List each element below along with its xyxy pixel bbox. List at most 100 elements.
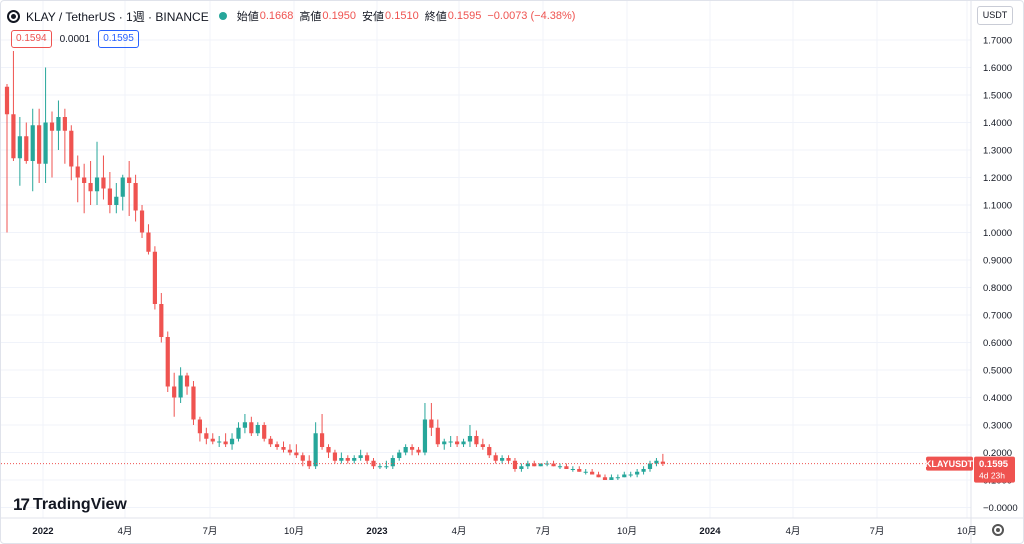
currency-selector[interactable]: USDT — [977, 6, 1013, 25]
candle-body — [178, 375, 183, 398]
candle-body — [82, 177, 87, 183]
candle-body — [525, 463, 530, 467]
y-tick-label: 0.7000 — [983, 311, 1012, 322]
candle-body — [307, 460, 312, 467]
candle-body — [4, 86, 10, 115]
candle-body — [641, 469, 646, 472]
x-tick-label: 2023 — [366, 526, 387, 537]
quote-tags: 0.1594 0.0001 0.1595 — [11, 30, 139, 48]
candle-body — [519, 466, 524, 469]
candle-body — [628, 474, 633, 476]
tradingview-logo[interactable]: 17 TradingView — [13, 495, 127, 515]
x-tick-label: 7月 — [536, 526, 551, 537]
y-tick-label: 0.2000 — [983, 448, 1012, 459]
open-label: 始値 — [236, 11, 259, 23]
candle-body — [152, 251, 157, 304]
candle-body — [165, 337, 170, 387]
candle-body — [268, 438, 273, 445]
candle-body — [551, 463, 556, 467]
candle-body — [384, 466, 389, 468]
candle-body — [210, 438, 215, 442]
candle-body — [294, 452, 299, 456]
ask-price-button[interactable]: 0.1595 — [98, 30, 139, 48]
symbol-tag-label: KLAYUSDT — [925, 459, 974, 469]
y-tick-label: 1.2000 — [983, 173, 1012, 184]
x-tick-label: 4月 — [786, 526, 801, 537]
candle-body — [654, 460, 659, 464]
candle-body — [403, 447, 408, 453]
candle-body — [88, 183, 93, 192]
open-value: 0.1668 — [259, 10, 294, 22]
candle-body — [242, 422, 248, 428]
close-label: 終値 — [424, 11, 447, 23]
y-tick-label: 1.3000 — [983, 146, 1012, 157]
candle-body — [557, 466, 563, 468]
candle-body — [422, 419, 428, 453]
y-tick-label: −0.0000 — [983, 503, 1018, 514]
candle-body — [326, 447, 331, 453]
y-tick-label: 1.5000 — [983, 91, 1012, 102]
candle-body — [660, 461, 665, 464]
candle-body — [583, 471, 588, 473]
y-tick-label: 1.4000 — [983, 118, 1012, 129]
symbol-title[interactable]: KLAY / TetherUS · 1週 · BINANCE — [26, 9, 209, 24]
y-tick-label: 1.1000 — [983, 201, 1012, 212]
y-tick-label: 0.5000 — [983, 366, 1012, 377]
high-value: 0.1950 — [322, 10, 357, 22]
close-value: 0.1595 — [447, 10, 482, 22]
candle-body — [602, 477, 608, 480]
candle-body — [101, 177, 106, 189]
x-tick-label: 10月 — [957, 526, 977, 537]
tradingview-mark-icon: 17 — [13, 495, 30, 514]
candle-body — [159, 304, 164, 337]
candle-body — [332, 452, 338, 461]
y-tick-label: 1.0000 — [983, 228, 1012, 239]
x-tick-label: 10月 — [284, 526, 304, 537]
y-tick-label: 0.8000 — [983, 283, 1012, 294]
y-tick-label: 0.3000 — [983, 421, 1012, 432]
symbol-logo-icon — [7, 9, 20, 23]
candle-body — [647, 463, 653, 469]
candle-body — [615, 477, 620, 479]
candle-body — [114, 196, 119, 205]
bid-price-button[interactable]: 0.1594 — [11, 30, 52, 48]
legend-header: KLAY / TetherUS · 1週 · BINANCE 始値 0.1668… — [7, 7, 581, 25]
market-status-icon — [218, 12, 227, 20]
y-tick-label: 1.7000 — [983, 36, 1012, 47]
candle-body — [635, 471, 640, 475]
x-tick-label: 7月 — [203, 526, 218, 537]
candle-body — [62, 117, 67, 131]
candle-body — [358, 455, 363, 458]
candle-body — [364, 455, 370, 461]
candle-body — [538, 463, 543, 467]
change-value: −0.0073 (−4.38%) — [487, 10, 576, 22]
candle-body — [75, 166, 80, 178]
candle-body — [461, 441, 466, 445]
candle-body — [217, 441, 222, 443]
candle-body — [24, 136, 29, 161]
candle-body — [37, 125, 42, 164]
gear-icon[interactable] — [992, 524, 1004, 536]
candle-body — [512, 460, 518, 469]
candle-body — [262, 425, 267, 439]
y-tick-label: 0.9000 — [983, 256, 1012, 267]
candle-body — [429, 419, 434, 428]
candle-body — [11, 114, 16, 159]
candle-body — [577, 469, 582, 472]
x-tick-label: 10月 — [617, 526, 637, 537]
candle-body — [596, 474, 601, 478]
candle-body — [480, 444, 485, 447]
brand-name: TradingView — [32, 496, 127, 513]
candle-body — [493, 455, 498, 461]
candle-body — [255, 425, 260, 434]
candle-body — [500, 458, 505, 461]
candle-body — [69, 130, 74, 167]
high-label: 高値 — [299, 11, 322, 23]
candle-body — [532, 463, 537, 467]
candle-body — [442, 441, 447, 445]
last-price-tag — [974, 456, 1015, 483]
candle-body — [249, 422, 254, 434]
candle-body — [390, 458, 395, 467]
